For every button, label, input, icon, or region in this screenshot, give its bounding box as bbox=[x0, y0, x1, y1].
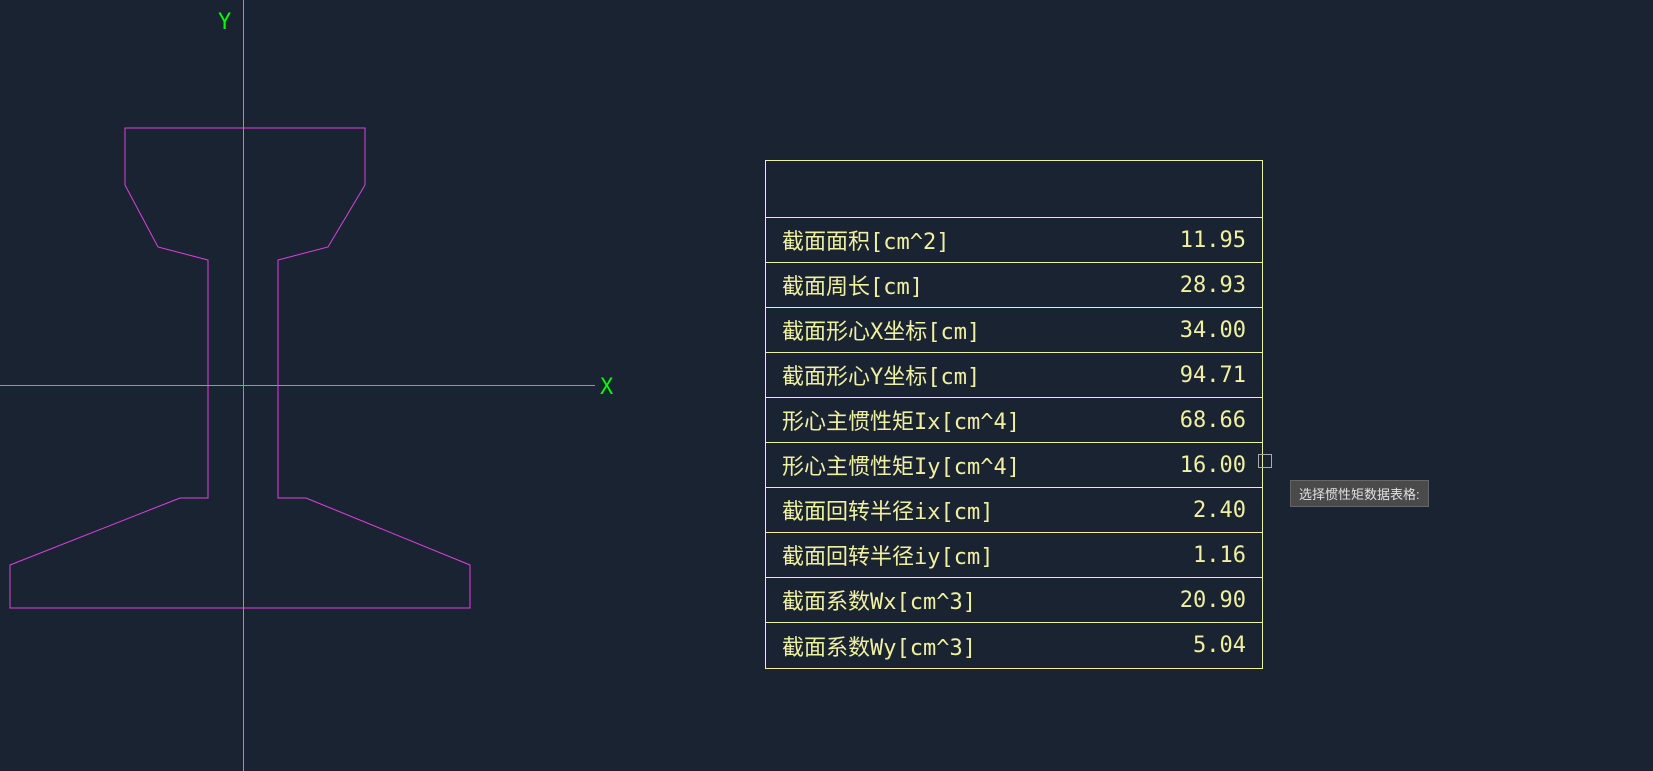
table-row[interactable]: 形心主惯性矩Iy[cm^4]16.00 bbox=[766, 443, 1262, 488]
table-row[interactable]: 形心主惯性矩Ix[cm^4]68.66 bbox=[766, 398, 1262, 443]
property-label: 截面形心X坐标[cm] bbox=[782, 314, 1146, 346]
command-tooltip: 选择惯性矩数据表格: bbox=[1290, 480, 1429, 507]
property-value: 5.04 bbox=[1146, 633, 1246, 658]
property-value: 28.93 bbox=[1146, 273, 1246, 298]
property-value: 68.66 bbox=[1146, 408, 1246, 433]
property-label: 截面形心Y坐标[cm] bbox=[782, 359, 1146, 391]
property-value: 94.71 bbox=[1146, 363, 1246, 388]
table-row[interactable]: 截面形心Y坐标[cm]94.71 bbox=[766, 353, 1262, 398]
x-axis-label: X bbox=[600, 375, 613, 400]
table-header bbox=[766, 161, 1262, 218]
table-row[interactable]: 截面系数Wy[cm^3]5.04 bbox=[766, 623, 1262, 668]
property-value: 34.00 bbox=[1146, 318, 1246, 343]
section-properties-table[interactable]: 截面面积[cm^2]11.95截面周长[cm]28.93截面形心X坐标[cm]3… bbox=[765, 160, 1263, 669]
property-value: 2.40 bbox=[1146, 498, 1246, 523]
property-label: 截面周长[cm] bbox=[782, 269, 1146, 301]
property-label: 形心主惯性矩Ix[cm^4] bbox=[782, 404, 1146, 436]
table-row[interactable]: 截面周长[cm]28.93 bbox=[766, 263, 1262, 308]
property-value: 20.90 bbox=[1146, 588, 1246, 613]
rail-cross-section[interactable] bbox=[0, 0, 500, 700]
property-value: 1.16 bbox=[1146, 543, 1246, 568]
property-label: 截面回转半径ix[cm] bbox=[782, 494, 1146, 526]
table-row[interactable]: 截面回转半径ix[cm]2.40 bbox=[766, 488, 1262, 533]
table-row[interactable]: 截面系数Wx[cm^3]20.90 bbox=[766, 578, 1262, 623]
table-row[interactable]: 截面面积[cm^2]11.95 bbox=[766, 218, 1262, 263]
property-label: 截面系数Wx[cm^3] bbox=[782, 584, 1146, 616]
cursor-pickbox bbox=[1258, 454, 1272, 468]
property-label: 截面回转半径iy[cm] bbox=[782, 539, 1146, 571]
property-label: 截面面积[cm^2] bbox=[782, 224, 1146, 256]
property-label: 截面系数Wy[cm^3] bbox=[782, 630, 1146, 662]
table-row[interactable]: 截面回转半径iy[cm]1.16 bbox=[766, 533, 1262, 578]
property-value: 16.00 bbox=[1146, 453, 1246, 478]
property-value: 11.95 bbox=[1146, 228, 1246, 253]
table-row[interactable]: 截面形心X坐标[cm]34.00 bbox=[766, 308, 1262, 353]
property-label: 形心主惯性矩Iy[cm^4] bbox=[782, 449, 1146, 481]
